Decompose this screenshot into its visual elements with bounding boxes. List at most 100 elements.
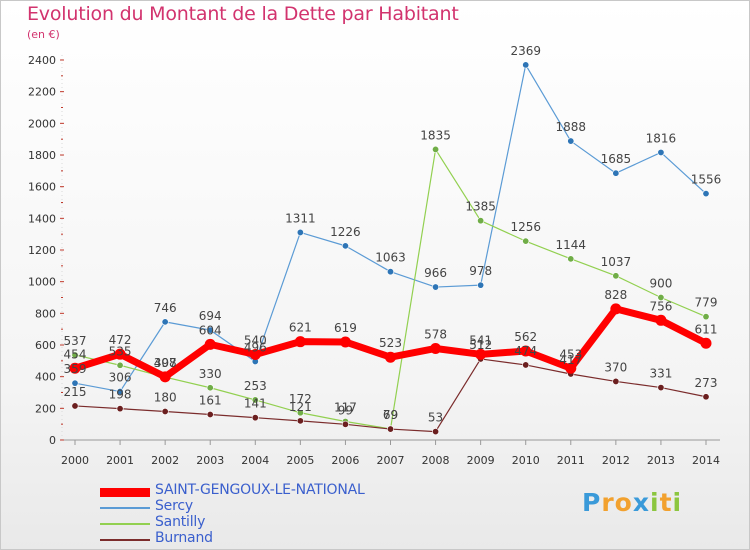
data-label: 2369: [510, 44, 541, 58]
data-label: 99: [338, 403, 353, 417]
data-label: 611: [695, 322, 718, 336]
x-tick-label: 2003: [196, 454, 224, 467]
data-point: [567, 137, 575, 145]
data-label: 694: [199, 309, 222, 323]
data-label: 540: [244, 334, 267, 348]
data-label: 828: [604, 288, 627, 302]
logo-letter: i: [672, 488, 683, 517]
data-point: [432, 283, 440, 291]
data-point: [116, 388, 124, 396]
data-point: [69, 362, 81, 374]
logo-letter: P: [582, 488, 602, 517]
data-point: [159, 371, 171, 383]
x-tick-label: 2010: [512, 454, 540, 467]
logo-letter: x: [632, 488, 650, 517]
data-label: 978: [469, 264, 492, 278]
logo-letter: o: [614, 488, 633, 517]
data-point: [204, 338, 216, 350]
data-point: [702, 393, 710, 401]
x-tick-label: 2002: [151, 454, 179, 467]
legend-swatch: [100, 507, 150, 509]
data-label: 417: [559, 353, 582, 367]
data-point: [294, 336, 306, 348]
data-label: 215: [64, 385, 87, 399]
data-point: [251, 414, 259, 422]
data-label: 408: [154, 356, 177, 370]
y-tick-label: 0: [49, 434, 56, 447]
logo-letter: t: [659, 488, 673, 517]
data-label: 1556: [691, 173, 722, 187]
data-point: [657, 293, 665, 301]
chart-subtitle: (en €): [27, 28, 60, 41]
data-point: [520, 345, 532, 357]
chart-title: Evolution du Montant de la Dette par Hab…: [27, 3, 459, 25]
data-point: [702, 313, 710, 321]
data-label: 69: [383, 408, 398, 422]
x-tick-label: 2014: [692, 454, 720, 467]
data-label: 1037: [601, 255, 632, 269]
data-label: 141: [244, 397, 267, 411]
x-tick-label: 2013: [647, 454, 675, 467]
data-point: [567, 255, 575, 263]
legend-label: Burnand: [155, 530, 213, 546]
data-label: 453: [559, 347, 582, 361]
data-label: 604: [199, 323, 222, 337]
y-tick-label: 1600: [28, 181, 56, 194]
x-tick-label: 2008: [422, 454, 450, 467]
data-point: [385, 351, 396, 363]
data-point: [116, 361, 124, 369]
x-tick-label: 2009: [467, 454, 495, 467]
data-label: 621: [289, 321, 312, 335]
data-point: [339, 336, 351, 348]
data-label: 121: [289, 400, 312, 414]
data-point: [522, 237, 530, 245]
data-label: 198: [109, 388, 132, 402]
y-tick-label: 400: [35, 371, 56, 384]
data-label: 454: [64, 347, 87, 361]
x-tick-label: 2012: [602, 454, 630, 467]
data-point: [251, 396, 259, 404]
data-point: [71, 402, 79, 410]
data-point: [386, 268, 394, 276]
y-tick-label: 2200: [28, 86, 56, 99]
data-label: 117: [334, 400, 357, 414]
x-tick-label: 2004: [241, 454, 269, 467]
data-point: [386, 425, 394, 433]
data-label: 306: [109, 371, 132, 385]
data-point: [71, 351, 79, 359]
data-label: 331: [649, 367, 672, 381]
data-label: 779: [695, 296, 718, 310]
data-label: 1311: [285, 211, 316, 225]
data-label: 1256: [510, 220, 541, 234]
data-point: [612, 272, 620, 280]
data-label: 562: [514, 330, 537, 344]
data-point: [114, 348, 126, 360]
data-point: [432, 428, 440, 436]
data-label: 472: [109, 333, 132, 347]
logo-letter: r: [601, 488, 615, 517]
x-tick-label: 2001: [106, 454, 134, 467]
data-label: 161: [199, 394, 222, 408]
data-point: [116, 405, 124, 413]
x-tick-label: 2005: [286, 454, 314, 467]
data-label: 746: [154, 301, 177, 315]
legend-swatch: [100, 523, 150, 525]
data-point: [430, 342, 442, 354]
data-label: 966: [424, 266, 447, 280]
data-point: [206, 384, 214, 392]
x-tick-label: 2006: [331, 454, 359, 467]
data-point: [206, 411, 214, 419]
data-point: [475, 348, 487, 360]
data-point: [249, 349, 261, 360]
data-point: [161, 407, 169, 415]
data-label: 370: [604, 360, 627, 374]
y-tick-label: 2000: [28, 117, 56, 130]
data-label: 541: [469, 333, 492, 347]
x-tick-label: 2000: [61, 454, 89, 467]
data-label: 1835: [420, 128, 451, 142]
data-label: 1816: [646, 131, 677, 145]
y-tick-label: 600: [35, 339, 56, 352]
data-label: 1226: [330, 225, 361, 239]
data-label: 619: [334, 321, 357, 335]
x-tick-label: 2011: [557, 454, 585, 467]
